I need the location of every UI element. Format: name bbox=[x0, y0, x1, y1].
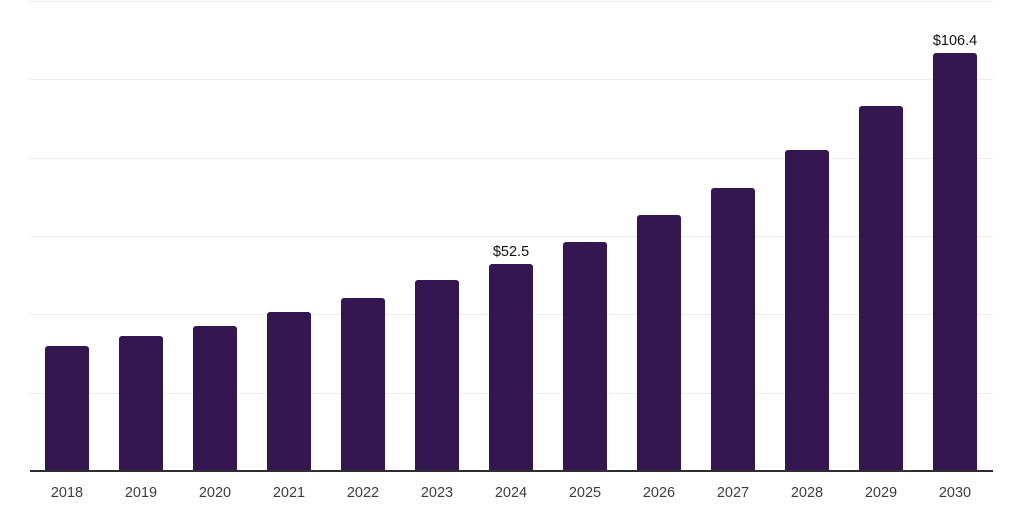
bar-2025 bbox=[563, 242, 607, 470]
x-axis-line bbox=[30, 470, 993, 472]
x-tick-label-2020: 2020 bbox=[198, 485, 232, 501]
bar-2020 bbox=[193, 326, 237, 470]
bar-2028 bbox=[785, 150, 829, 470]
x-tick-label-2019: 2019 bbox=[124, 485, 158, 501]
bar-2027 bbox=[711, 187, 755, 470]
bar-2021 bbox=[267, 312, 311, 470]
gridline-y-60 bbox=[30, 236, 993, 237]
gridline-y-80 bbox=[30, 157, 993, 159]
x-tick-label-2025: 2025 bbox=[568, 485, 602, 501]
x-tick-label-2028: 2028 bbox=[790, 485, 824, 501]
bar-value-label-2024: $52.5 bbox=[492, 244, 530, 261]
bar-2022 bbox=[341, 298, 385, 470]
bar-value-label-2030: $106.4 bbox=[932, 33, 978, 50]
bar-2030 bbox=[933, 53, 977, 470]
x-tick-label-2024: 2024 bbox=[494, 485, 528, 501]
bar-2029 bbox=[859, 105, 903, 470]
bar-2019 bbox=[119, 336, 163, 470]
x-tick-label-2030: 2030 bbox=[938, 485, 972, 501]
gridline-y-120 bbox=[30, 1, 993, 2]
bar-2026 bbox=[637, 214, 681, 470]
bar-2023 bbox=[415, 280, 459, 470]
x-tick-label-2026: 2026 bbox=[642, 485, 676, 501]
x-tick-label-2021: 2021 bbox=[272, 485, 306, 501]
x-tick-label-2029: 2029 bbox=[864, 485, 898, 501]
plot-area: $52.5 $106.4 bbox=[30, 0, 993, 472]
x-tick-label-2027: 2027 bbox=[716, 485, 750, 501]
x-tick-label-2018: 2018 bbox=[50, 485, 84, 501]
x-tick-label-2023: 2023 bbox=[420, 485, 454, 501]
bar-2024 bbox=[489, 264, 533, 470]
x-tick-label-2022: 2022 bbox=[346, 485, 380, 501]
gridline-y-100 bbox=[30, 79, 993, 81]
bar-2018 bbox=[45, 345, 89, 470]
